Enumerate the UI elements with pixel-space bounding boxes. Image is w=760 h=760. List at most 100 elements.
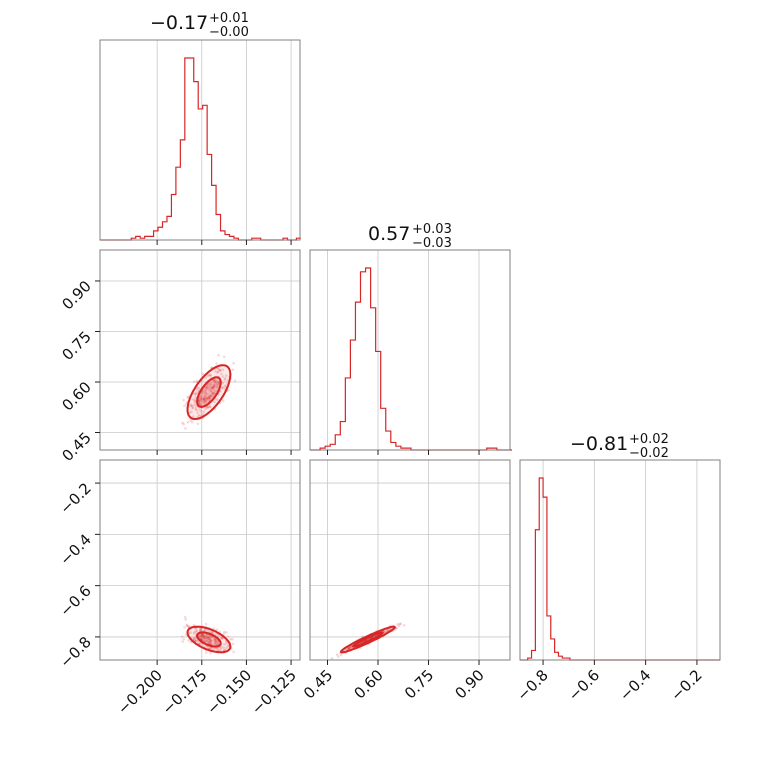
sample-point [210, 389, 213, 393]
sample-point [214, 641, 217, 644]
sample-point [185, 623, 189, 627]
sample-point [209, 651, 212, 655]
sample-point [183, 626, 186, 629]
sample-point [215, 380, 218, 384]
sample-point [206, 636, 210, 639]
sample-point [199, 398, 203, 401]
sample-point [221, 386, 225, 389]
sample-point [182, 398, 185, 402]
sample-point [232, 361, 235, 365]
sample-point [191, 406, 195, 409]
sample-point [184, 633, 188, 637]
sample-point [218, 369, 221, 372]
sample-point [212, 392, 215, 396]
sample-point [199, 397, 203, 400]
sample-point [182, 422, 185, 426]
sample-point [207, 387, 211, 391]
sample-point [184, 427, 187, 430]
sample-point [210, 394, 214, 397]
sample-point [193, 630, 197, 634]
sample-point [216, 371, 219, 374]
sample-point [212, 387, 215, 391]
sample-point [204, 638, 207, 642]
sample-point [196, 639, 200, 643]
sample-point [213, 380, 217, 383]
sample-point [383, 631, 386, 634]
sample-point [195, 379, 199, 383]
sample-point [216, 370, 220, 374]
histogram-param-1 [310, 267, 513, 451]
sample-point [199, 398, 202, 402]
sample-point [206, 636, 210, 639]
sample-point [223, 630, 226, 634]
sample-point [191, 415, 195, 418]
sample-point [191, 406, 195, 410]
sample-point [209, 394, 213, 398]
sample-point [335, 653, 339, 656]
sample-point [194, 395, 197, 399]
sample-point [204, 634, 208, 638]
sample-point [212, 385, 215, 389]
xtick-label-2-2: −0.4 [616, 666, 654, 704]
sample-point [218, 369, 222, 372]
sample-point [205, 386, 209, 390]
sample-point [203, 389, 207, 393]
sample-point [209, 373, 212, 377]
sample-point [397, 624, 401, 628]
sample-point [182, 637, 186, 641]
sample-point [205, 633, 209, 637]
sample-point [226, 635, 230, 638]
sample-point [226, 644, 230, 648]
sample-point [209, 374, 212, 377]
sample-point [217, 380, 220, 384]
sample-point [202, 636, 206, 640]
title-param-1-minus: −0.03 [412, 236, 452, 251]
sample-point [195, 388, 199, 391]
sample-point [221, 375, 225, 378]
sample-point [198, 400, 202, 403]
sample-point [193, 398, 197, 402]
sample-point [203, 397, 206, 400]
sample-point [225, 631, 228, 634]
sample-point [398, 622, 401, 626]
sample-point [209, 639, 213, 643]
sample-point [204, 635, 207, 639]
sample-point [207, 398, 210, 401]
sample-point [204, 407, 207, 411]
sample-point [213, 639, 217, 642]
panel-frame-diag-1 [309, 249, 511, 451]
sample-point [213, 379, 217, 383]
sample-point [206, 406, 209, 409]
histogram-param-2 [520, 477, 720, 661]
sample-point [193, 401, 197, 404]
title-param-0: −0.17 [150, 12, 208, 34]
sample-point [219, 648, 222, 652]
sample-point [190, 404, 193, 408]
sample-point [210, 646, 213, 650]
sample-point [200, 628, 203, 631]
sample-point [186, 395, 189, 399]
sample-point [220, 636, 223, 639]
sample-point [197, 401, 201, 405]
ytick-label-row2-1: −0.6 [56, 582, 94, 620]
panel-frame-20 [99, 459, 301, 661]
sample-point [206, 397, 210, 400]
sample-point [199, 634, 203, 638]
sample-point [212, 648, 215, 651]
sample-point [213, 647, 217, 650]
sample-point [214, 382, 217, 385]
sample-point [386, 629, 389, 632]
sample-point [189, 631, 192, 634]
sample-point [216, 642, 220, 646]
sample-point [207, 395, 210, 399]
sample-point [203, 396, 207, 399]
sample-point [212, 385, 216, 389]
xtick-label-1-2: 0.75 [401, 666, 437, 702]
sample-point [196, 422, 200, 426]
sample-point [222, 646, 225, 650]
sample-point [202, 400, 206, 404]
sample-point [207, 641, 211, 644]
sample-point [213, 400, 216, 404]
sample-point [205, 640, 209, 643]
sample-point [201, 634, 205, 637]
